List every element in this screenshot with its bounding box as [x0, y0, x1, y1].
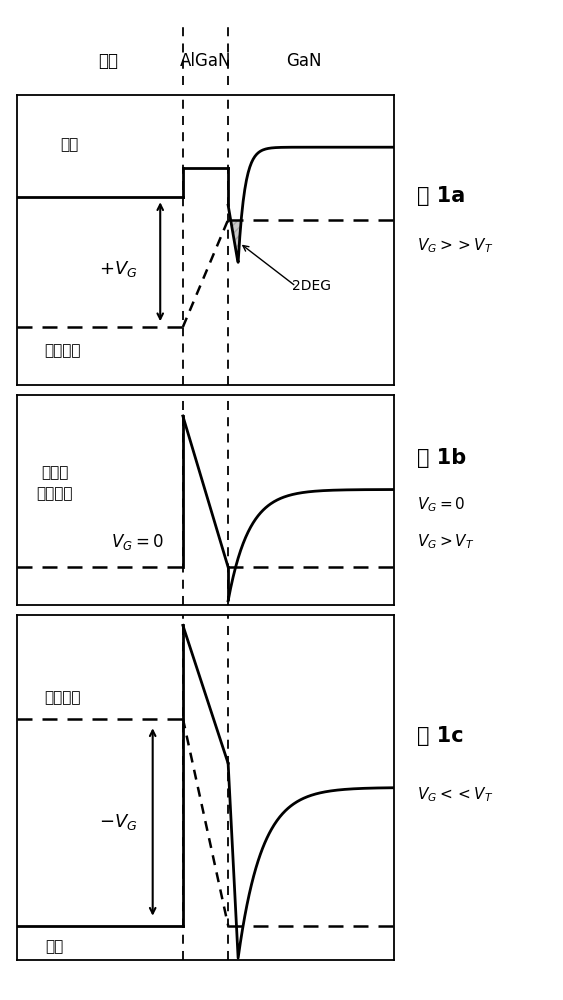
Text: $-V_G$: $-V_G$ — [100, 812, 138, 832]
Text: 导带和
费米能级: 导带和 费米能级 — [37, 465, 73, 501]
Text: $V_G = 0$: $V_G = 0$ — [111, 532, 164, 552]
Text: $+V_G$: $+V_G$ — [100, 259, 138, 279]
Text: AlGaN: AlGaN — [180, 52, 231, 70]
Text: 费米能级: 费米能级 — [44, 690, 81, 705]
Text: $V_G > V_T$: $V_G > V_T$ — [417, 533, 474, 551]
Text: 图 1a: 图 1a — [417, 186, 465, 207]
Text: 导带: 导带 — [46, 939, 64, 954]
Text: 费米能级: 费米能级 — [44, 343, 81, 358]
Text: GaN: GaN — [286, 52, 321, 70]
Text: 导带: 导带 — [61, 137, 79, 152]
Text: $V_G = 0$: $V_G = 0$ — [417, 495, 465, 514]
Text: $V_G << V_T$: $V_G << V_T$ — [417, 785, 493, 804]
Text: $V_G >> V_T$: $V_G >> V_T$ — [417, 236, 493, 255]
Text: 2DEG: 2DEG — [292, 279, 330, 293]
Text: 图 1c: 图 1c — [417, 726, 463, 746]
Text: 图 1b: 图 1b — [417, 448, 466, 468]
Text: 栅极: 栅极 — [98, 52, 118, 70]
